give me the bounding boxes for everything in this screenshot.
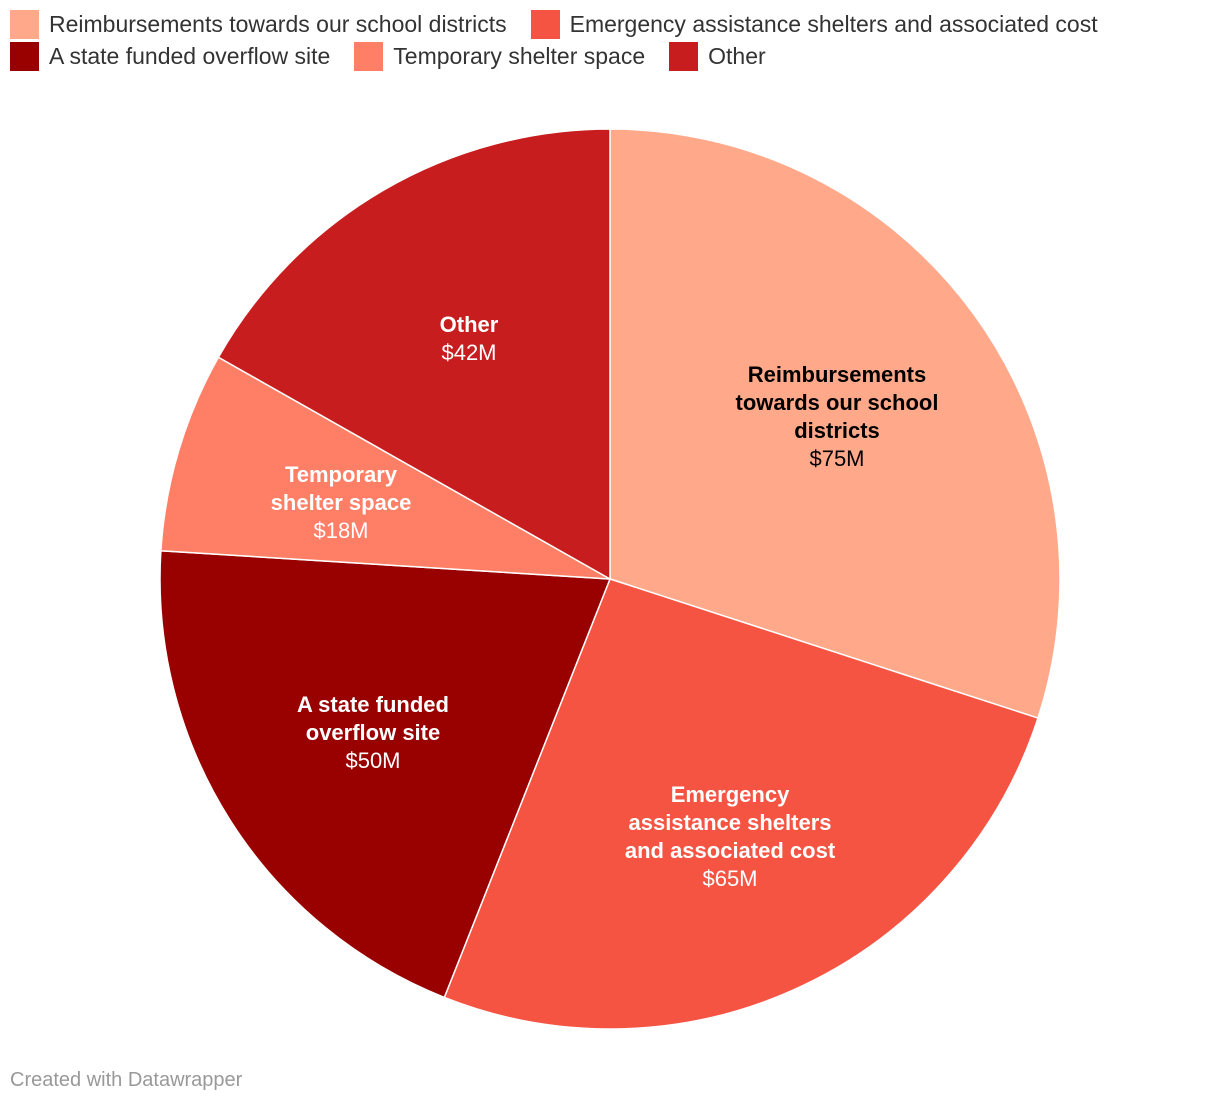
pie-slice bbox=[217, 128, 611, 581]
legend-label: A state funded overflow site bbox=[49, 42, 331, 69]
slice-label-name: Reimbursements towards our school district… bbox=[736, 362, 939, 443]
legend-swatch bbox=[10, 41, 39, 71]
legend-label: Emergency assistance shelters and associ… bbox=[569, 10, 1098, 37]
slice-label: Emergency assistance shelters and associat… bbox=[625, 782, 836, 891]
slice-label-name: A state funded overflow site bbox=[297, 692, 449, 745]
pie-slice bbox=[159, 549, 612, 999]
slice-value-label: $75M bbox=[809, 446, 864, 471]
legend-swatch bbox=[530, 9, 560, 39]
slice-label: Reimbursements towards our school district… bbox=[736, 362, 939, 471]
slice-label-name: Emergency assistance shelters and associat… bbox=[625, 782, 836, 863]
slice-value-label: $18M bbox=[313, 518, 368, 543]
slice-value-label: $50M bbox=[345, 748, 400, 773]
legend: Reimbursements towards our school distri… bbox=[10, 8, 1210, 72]
slice-value-label: $42M bbox=[441, 340, 496, 365]
legend-row-2: A state funded overflow site Temporary s… bbox=[10, 40, 1210, 72]
legend-item-reimbursements: Reimbursements towards our school distri… bbox=[10, 9, 507, 39]
legend-swatch bbox=[669, 41, 699, 71]
legend-item-temporary-shelter: Temporary shelter space bbox=[354, 41, 646, 71]
slice-label-name: Temporary shelter space bbox=[271, 462, 412, 515]
legend-item-other: Other bbox=[669, 41, 766, 71]
slice-label: A state funded overflow site $50M bbox=[297, 692, 449, 773]
legend-label: Reimbursements towards our school distri… bbox=[49, 10, 507, 37]
legend-item-emergency-shelters: Emergency assistance shelters and associ… bbox=[530, 9, 1098, 39]
slice-value-label: $65M bbox=[702, 866, 757, 891]
legend-item-overflow-site: A state funded overflow site bbox=[10, 41, 331, 71]
legend-swatch bbox=[10, 9, 39, 39]
legend-row-1: Reimbursements towards our school distri… bbox=[10, 8, 1210, 40]
footer-credit: Created with Datawrapper bbox=[10, 1069, 243, 1091]
legend-label: Temporary shelter space bbox=[393, 42, 646, 69]
pie-slice bbox=[609, 128, 1061, 720]
legend-label: Other bbox=[708, 42, 766, 69]
slice-label-name: Other bbox=[440, 312, 499, 337]
slice-label: Temporary shelter space $18M bbox=[271, 462, 412, 543]
pie-slice bbox=[443, 578, 1039, 1030]
legend-swatch bbox=[354, 41, 384, 71]
slice-label: Other $42M bbox=[440, 312, 499, 365]
pie-slice bbox=[160, 356, 611, 580]
